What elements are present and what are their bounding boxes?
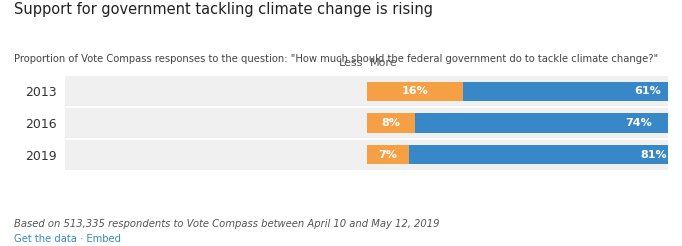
Text: Proportion of Vote Compass responses to the question: "How much should the feder: Proportion of Vote Compass responses to … bbox=[14, 54, 658, 64]
Text: 74%: 74% bbox=[625, 118, 651, 128]
Bar bbox=[415, 113, 682, 133]
Bar bbox=[409, 145, 682, 164]
Bar bbox=[65, 76, 668, 106]
Text: 8%: 8% bbox=[381, 118, 400, 128]
Text: Support for government tackling climate change is rising: Support for government tackling climate … bbox=[14, 2, 432, 17]
Bar bbox=[65, 140, 668, 170]
Text: 7%: 7% bbox=[379, 150, 397, 160]
Text: Get the data · Embed: Get the data · Embed bbox=[14, 233, 121, 244]
Bar bbox=[367, 113, 415, 133]
Text: 16%: 16% bbox=[402, 86, 428, 96]
Text: 81%: 81% bbox=[640, 150, 666, 160]
Bar bbox=[65, 108, 668, 138]
Text: Based on 513,335 respondents to Vote Compass between April 10 and May 12, 2019: Based on 513,335 respondents to Vote Com… bbox=[14, 219, 439, 229]
Text: 61%: 61% bbox=[634, 86, 661, 96]
Bar bbox=[463, 82, 682, 101]
Text: Less: Less bbox=[339, 58, 364, 68]
Bar bbox=[367, 145, 409, 164]
Text: More: More bbox=[370, 58, 397, 68]
Bar bbox=[367, 82, 463, 101]
